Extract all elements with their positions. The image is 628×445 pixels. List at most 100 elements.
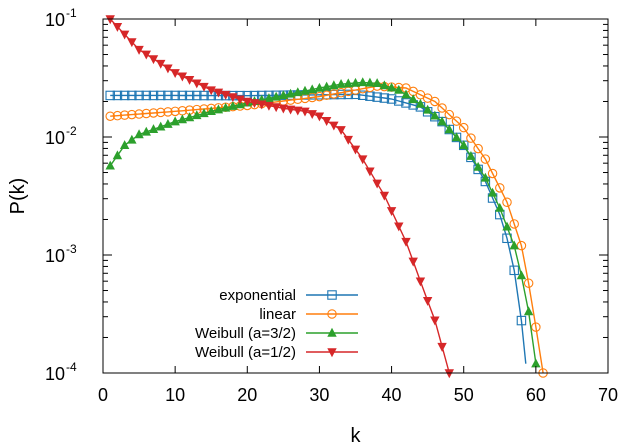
data-point	[459, 140, 469, 150]
data-point	[184, 112, 195, 122]
data-point	[170, 90, 180, 101]
data-point	[408, 94, 418, 104]
data-point	[148, 90, 159, 101]
data-point	[422, 104, 433, 114]
data-point	[314, 112, 325, 122]
y-tick-label: 10	[45, 364, 65, 384]
data-point	[163, 90, 173, 101]
legend-label: Weibull (a=3/2)	[195, 325, 296, 342]
legend-label: Weibull (a=1/2)	[195, 344, 296, 361]
x-tick-label: 20	[237, 385, 257, 405]
data-point	[379, 93, 390, 103]
series-2	[105, 77, 541, 368]
data-point	[206, 86, 216, 96]
x-tick-label: 30	[309, 385, 329, 405]
data-point	[134, 129, 144, 139]
data-point	[415, 277, 426, 287]
data-point	[148, 55, 159, 65]
series-3	[105, 15, 454, 379]
data-point	[192, 90, 202, 101]
data-point	[523, 306, 534, 316]
data-point	[451, 132, 462, 142]
data-point	[141, 50, 151, 60]
data-point	[336, 79, 346, 88]
axes	[102, 18, 609, 374]
data-point	[487, 187, 498, 197]
data-point	[365, 77, 375, 87]
data-point	[249, 99, 260, 109]
data-point	[372, 78, 382, 88]
data-point	[379, 191, 390, 201]
series-line	[110, 85, 544, 374]
data-point	[437, 342, 447, 352]
data-point	[350, 77, 361, 87]
data-point	[285, 88, 296, 98]
x-tick-label: 10	[165, 385, 185, 405]
data-point	[321, 90, 332, 101]
data-point	[509, 265, 519, 276]
y-tick-label: 10	[45, 10, 65, 30]
data-point	[437, 103, 447, 113]
series-layer	[105, 15, 548, 379]
data-point	[184, 75, 195, 85]
y-tick-exponent: -4	[66, 360, 77, 374]
legend-label: linear	[259, 306, 296, 323]
data-point	[228, 101, 238, 110]
data-point	[480, 154, 491, 164]
y-tick-exponent: -1	[66, 6, 77, 20]
data-point	[163, 64, 173, 74]
data-point	[127, 134, 137, 144]
data-point	[112, 150, 123, 160]
data-point	[199, 108, 209, 118]
data-point	[372, 179, 382, 189]
data-point	[293, 87, 303, 97]
data-point	[466, 133, 476, 143]
y-tick-exponent: -2	[66, 124, 77, 138]
data-point	[192, 110, 202, 120]
data-point	[156, 59, 166, 69]
data-point	[473, 143, 483, 154]
data-point	[480, 172, 491, 182]
data-point	[365, 167, 375, 177]
data-point	[177, 72, 188, 82]
data-point	[141, 126, 151, 136]
x-tick-label: 70	[598, 385, 618, 405]
data-point	[531, 358, 541, 368]
data-point	[112, 22, 123, 32]
data-point	[199, 82, 209, 92]
data-point	[516, 240, 527, 251]
data-point	[293, 106, 303, 116]
data-point	[148, 124, 159, 134]
data-point	[451, 116, 462, 126]
data-point	[127, 38, 137, 48]
data-point	[163, 107, 173, 117]
data-point	[516, 315, 527, 326]
legend-marker	[327, 327, 337, 337]
data-point	[386, 94, 397, 104]
data-point	[473, 161, 483, 171]
data-point	[213, 104, 224, 114]
data-point	[444, 124, 454, 134]
x-tick-label: 0	[98, 385, 108, 405]
data-point	[184, 90, 195, 101]
data-point	[112, 110, 123, 121]
data-point	[307, 84, 317, 94]
data-point	[495, 183, 505, 193]
x-axis-label: k	[351, 425, 362, 445]
data-point	[329, 89, 339, 99]
data-point	[523, 278, 534, 288]
data-point	[343, 78, 353, 88]
data-point	[357, 90, 368, 100]
legend-marker	[327, 348, 337, 358]
data-point	[257, 100, 267, 110]
data-point	[358, 77, 368, 87]
data-point	[458, 122, 469, 133]
data-point	[343, 135, 353, 145]
data-point	[155, 90, 166, 101]
data-point	[444, 369, 454, 379]
data-point	[220, 90, 231, 100]
data-point	[134, 109, 144, 119]
data-point	[531, 322, 541, 332]
